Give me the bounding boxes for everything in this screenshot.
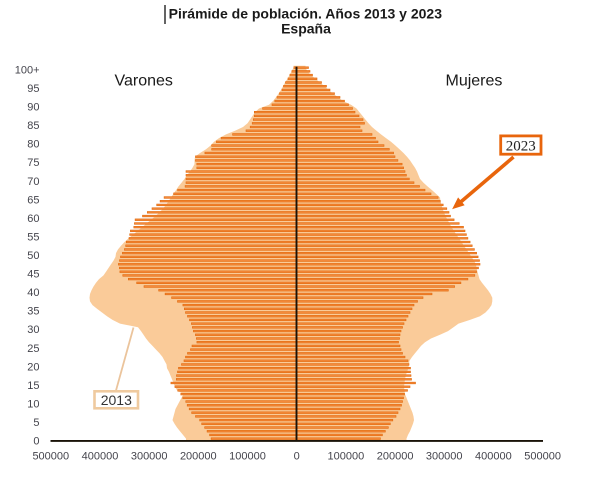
svg-text:30: 30 xyxy=(27,324,39,336)
svg-text:80: 80 xyxy=(27,139,39,151)
svg-text:75: 75 xyxy=(27,157,39,169)
svg-text:40: 40 xyxy=(27,287,39,299)
svg-text:65: 65 xyxy=(27,194,39,206)
svg-text:50: 50 xyxy=(27,250,39,262)
svg-text:Mujeres: Mujeres xyxy=(446,73,503,90)
svg-text:85: 85 xyxy=(27,120,39,132)
svg-text:100000: 100000 xyxy=(328,450,365,462)
svg-text:35: 35 xyxy=(27,306,39,318)
svg-text:500000: 500000 xyxy=(524,450,561,462)
svg-text:España: España xyxy=(281,21,331,37)
svg-text:400000: 400000 xyxy=(82,450,119,462)
svg-text:10: 10 xyxy=(27,398,39,410)
svg-text:300000: 300000 xyxy=(131,450,168,462)
svg-text:20: 20 xyxy=(27,361,39,373)
svg-text:Pirámide de población. Años 20: Pirámide de población. Años 2013 y 2023 xyxy=(169,6,443,22)
svg-text:70: 70 xyxy=(27,176,39,188)
svg-text:400000: 400000 xyxy=(475,450,512,462)
svg-text:200000: 200000 xyxy=(180,450,217,462)
svg-text:Varones: Varones xyxy=(115,73,173,90)
svg-text:0: 0 xyxy=(33,436,39,448)
svg-text:55: 55 xyxy=(27,231,39,243)
svg-text:60: 60 xyxy=(27,213,39,225)
svg-text:45: 45 xyxy=(27,269,39,281)
svg-text:90: 90 xyxy=(27,102,39,114)
svg-text:100+: 100+ xyxy=(15,65,40,77)
svg-text:0: 0 xyxy=(294,450,300,462)
svg-text:5: 5 xyxy=(33,417,39,429)
svg-text:2023: 2023 xyxy=(506,138,536,154)
svg-text:2013: 2013 xyxy=(101,392,132,408)
svg-text:200000: 200000 xyxy=(377,450,414,462)
svg-text:15: 15 xyxy=(27,380,39,392)
svg-text:300000: 300000 xyxy=(426,450,463,462)
svg-text:100000: 100000 xyxy=(229,450,266,462)
svg-text:500000: 500000 xyxy=(32,450,69,462)
svg-text:25: 25 xyxy=(27,343,39,355)
svg-text:95: 95 xyxy=(27,83,39,95)
